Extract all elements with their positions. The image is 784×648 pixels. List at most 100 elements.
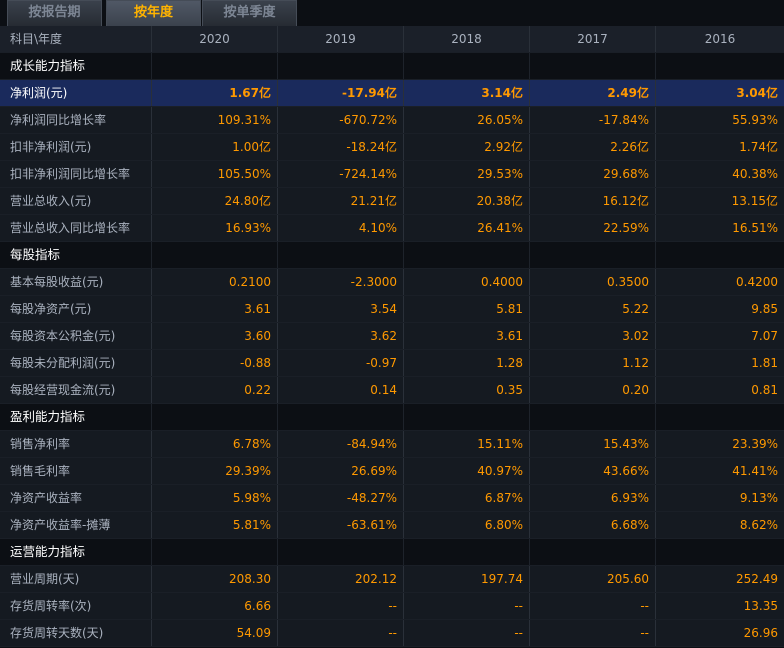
table-row[interactable]: 营业总收入同比增长率 16.93% 4.10% 26.41% 22.59% 16.51%	[0, 215, 784, 242]
value-cell: -0.97	[278, 350, 404, 376]
row-label: 净资产收益率	[0, 485, 152, 511]
value-cell: 9.85	[751, 302, 778, 316]
row-label: 每股资本公积金(元)	[0, 323, 152, 349]
value-cell: -670.72%	[278, 107, 404, 133]
value-cell: -63.61%	[278, 512, 404, 538]
table-row[interactable]: 每股净资产(元) 3.61 3.54 5.81 5.22 9.85	[0, 296, 784, 323]
row-label: 扣非净利润同比增长率	[0, 161, 152, 187]
row-label: 净利润(元)	[0, 80, 152, 106]
value-cell: 29.53%	[404, 161, 530, 187]
empty-cell	[404, 539, 530, 565]
table-row[interactable]: 存货周转率(次) 6.66 -- -- -- 13.35	[0, 593, 784, 620]
tab-by-quarter[interactable]: 按单季度	[202, 0, 297, 26]
table-row[interactable]: 净利润同比增长率 109.31% -670.72% 26.05% -17.84% 55.9…	[0, 107, 784, 134]
value-cell: 7.07	[751, 329, 778, 343]
table-row[interactable]: 扣非净利润(元) 1.00亿 -18.24亿 2.92亿 2.26亿 1.74亿	[0, 134, 784, 161]
value-cell: 29.39%	[152, 458, 278, 484]
value-cell: 0.81	[751, 383, 778, 397]
section-header-row: 每股指标	[0, 242, 784, 269]
header-year-2017[interactable]: 2017	[530, 26, 656, 52]
value-cell: -724.14%	[278, 161, 404, 187]
table-row[interactable]: 每股资本公积金(元) 3.60 3.62 3.61 3.02 7.07	[0, 323, 784, 350]
header-subject-year-label: 科目\年度	[0, 26, 152, 52]
value-cell: 40.38%	[732, 167, 778, 181]
value-cell: 202.12	[278, 566, 404, 592]
value-cell: 205.60	[530, 566, 656, 592]
table-row[interactable]: 营业周期(天) 208.30 202.12 197.74 205.60 252.49	[0, 566, 784, 593]
value-cell: -17.94亿	[278, 80, 404, 106]
value-cell: --	[404, 620, 530, 646]
empty-cell	[656, 539, 784, 565]
empty-cell	[656, 242, 784, 268]
value-cell: 0.22	[152, 377, 278, 403]
row-label: 基本每股收益(元)	[0, 269, 152, 295]
table-row[interactable]: 净利润(元) 1.67亿 -17.94亿 3.14亿 2.49亿 3.04亿	[0, 80, 784, 107]
value-cell: -2.3000	[278, 269, 404, 295]
value-cell: 16.51%	[732, 221, 778, 235]
value-cell: 105.50%	[152, 161, 278, 187]
table-row[interactable]: 存货周转天数(天) 54.09 -- -- -- 26.96	[0, 620, 784, 647]
value-cell: 24.80亿	[152, 188, 278, 214]
value-cell: 21.21亿	[278, 188, 404, 214]
section-header-row: 成长能力指标	[0, 53, 784, 80]
value-cell: 2.49亿	[530, 80, 656, 106]
empty-cell	[152, 539, 278, 565]
row-label: 销售净利率	[0, 431, 152, 457]
header-year-2018[interactable]: 2018	[404, 26, 530, 52]
table-row[interactable]: 每股经营现金流(元) 0.22 0.14 0.35 0.20 0.81	[0, 377, 784, 404]
section-title: 每股指标	[0, 242, 152, 268]
section-header-row: 盈利能力指标	[0, 404, 784, 431]
section-title: 运营能力指标	[0, 539, 152, 565]
row-label: 每股净资产(元)	[0, 296, 152, 322]
value-cell: 0.2100	[152, 269, 278, 295]
empty-cell	[152, 53, 278, 79]
table-row[interactable]: 销售净利率 6.78% -84.94% 15.11% 15.43% 23.39%	[0, 431, 784, 458]
empty-cell	[530, 404, 656, 430]
table-row[interactable]: 净资产收益率-摊薄 5.81% -63.61% 6.80% 6.68% 8.62%	[0, 512, 784, 539]
value-cell: -17.84%	[530, 107, 656, 133]
header-year-2019[interactable]: 2019	[278, 26, 404, 52]
empty-cell	[530, 539, 656, 565]
table-row[interactable]: 每股未分配利润(元) -0.88 -0.97 1.28 1.12 1.81	[0, 350, 784, 377]
value-cell: 252.49	[736, 572, 778, 586]
value-cell: --	[404, 593, 530, 619]
value-cell: 197.74	[404, 566, 530, 592]
value-cell: 20.38亿	[404, 188, 530, 214]
value-cell: 6.68%	[530, 512, 656, 538]
empty-cell	[404, 53, 530, 79]
header-year-2016[interactable]: 2016	[704, 32, 736, 46]
row-label: 销售毛利率	[0, 458, 152, 484]
value-cell: 3.02	[530, 323, 656, 349]
row-label: 营业总收入同比增长率	[0, 215, 152, 241]
value-cell: 16.12亿	[530, 188, 656, 214]
value-cell: 6.66	[152, 593, 278, 619]
value-cell: 6.80%	[404, 512, 530, 538]
table-row[interactable]: 营业总收入(元) 24.80亿 21.21亿 20.38亿 16.12亿 13.15亿	[0, 188, 784, 215]
value-cell: 3.54	[278, 296, 404, 322]
value-cell: 26.69%	[278, 458, 404, 484]
table-row[interactable]: 销售毛利率 29.39% 26.69% 40.97% 43.66% 41.41%	[0, 458, 784, 485]
row-label: 每股未分配利润(元)	[0, 350, 152, 376]
value-cell: 0.20	[530, 377, 656, 403]
table-row[interactable]: 扣非净利润同比增长率 105.50% -724.14% 29.53% 29.68% 40.…	[0, 161, 784, 188]
value-cell: 43.66%	[530, 458, 656, 484]
value-cell: 6.78%	[152, 431, 278, 457]
table-row[interactable]: 基本每股收益(元) 0.2100 -2.3000 0.4000 0.3500 0.4200	[0, 269, 784, 296]
tab-by-year[interactable]: 按年度	[106, 0, 201, 26]
value-cell: 3.62	[278, 323, 404, 349]
empty-cell	[278, 53, 404, 79]
table-header-row: 科目\年度 2020 2019 2018 2017 2016	[0, 26, 784, 53]
table-row[interactable]: 净资产收益率 5.98% -48.27% 6.87% 6.93% 9.13%	[0, 485, 784, 512]
empty-cell	[278, 242, 404, 268]
tab-by-report-period[interactable]: 按报告期	[7, 0, 102, 26]
value-cell: 1.28	[404, 350, 530, 376]
value-cell: 0.3500	[530, 269, 656, 295]
value-cell: 0.35	[404, 377, 530, 403]
period-tab-bar: 按报告期 按年度 按单季度	[0, 0, 784, 26]
header-year-2020[interactable]: 2020	[152, 26, 278, 52]
row-label: 营业总收入(元)	[0, 188, 152, 214]
value-cell: 3.14亿	[404, 80, 530, 106]
value-cell: 3.60	[152, 323, 278, 349]
value-cell: 26.41%	[404, 215, 530, 241]
value-cell: 9.13%	[739, 491, 778, 505]
